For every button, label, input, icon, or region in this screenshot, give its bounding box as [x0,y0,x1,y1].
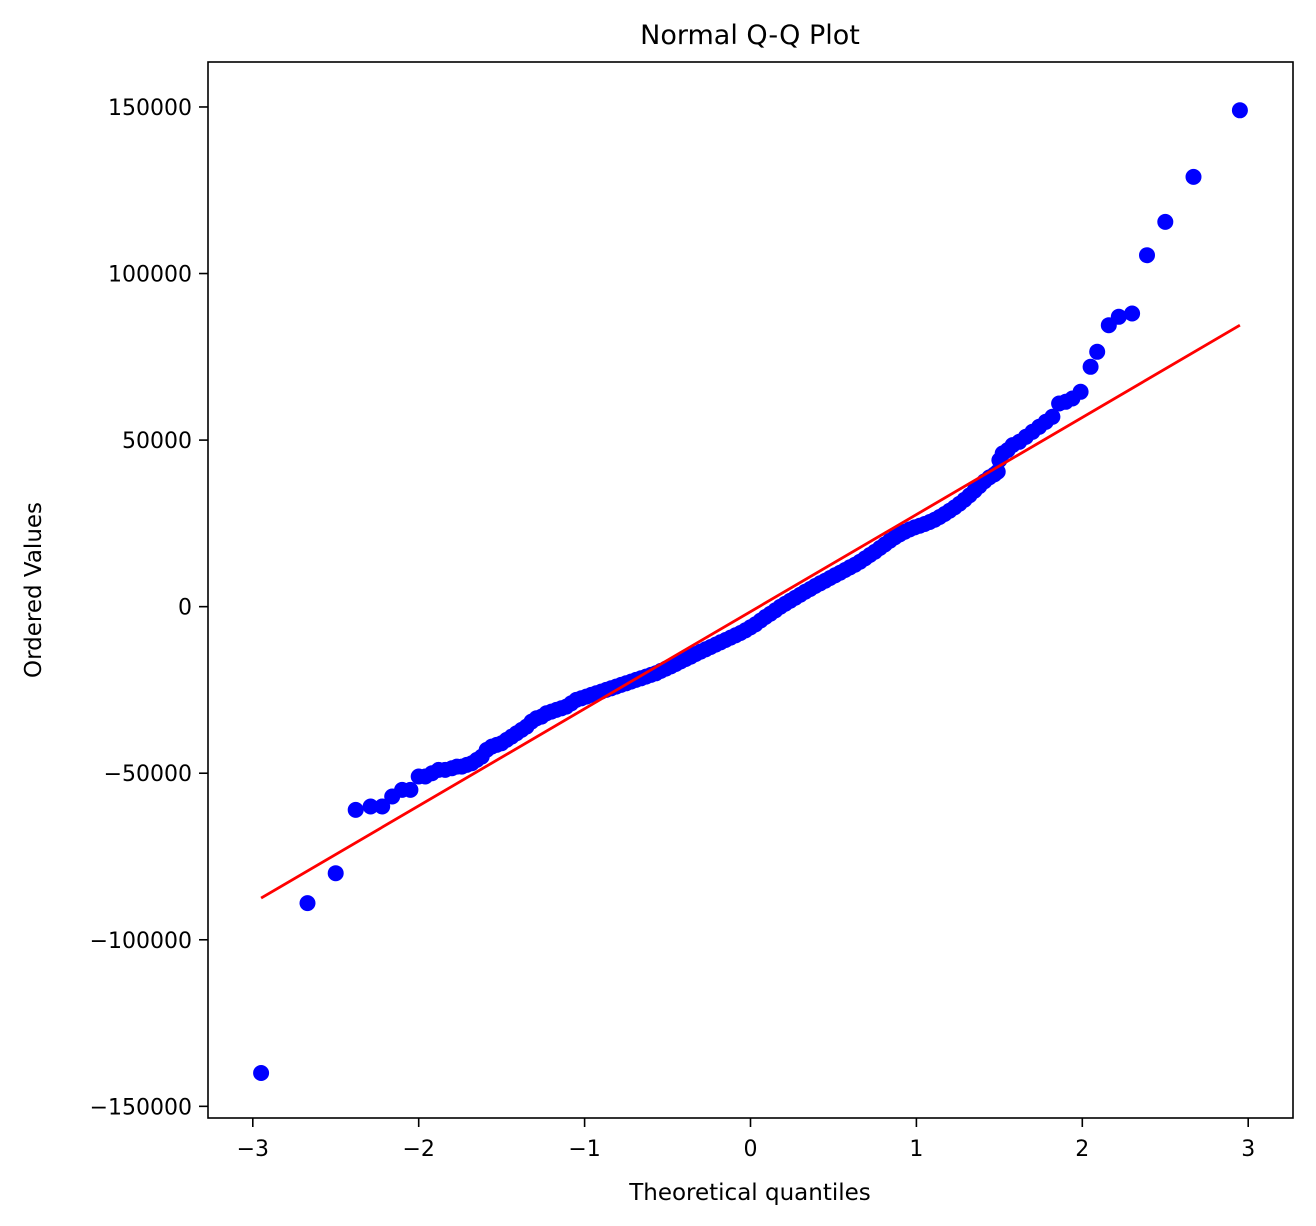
data-point [1089,343,1106,360]
x-tick-label: −3 [237,1137,269,1162]
y-tick-label: −100000 [90,929,192,954]
data-point [1082,358,1099,375]
data-point [1124,305,1141,322]
data-point [362,798,379,815]
y-tick-label: −150000 [90,1095,192,1120]
data-point [1110,308,1127,325]
x-axis-label: Theoretical quantiles [628,1180,871,1206]
plot-area [253,102,1248,1081]
data-point [1044,408,1061,425]
y-tick-label: −50000 [104,762,192,787]
data-point [327,865,344,882]
x-tick-label: −1 [568,1137,600,1162]
data-point [299,895,316,912]
x-tick-label: 0 [744,1137,758,1162]
y-axis-label: Ordered Values [21,502,47,678]
data-point [253,1065,270,1081]
x-tick-label: −2 [402,1137,434,1162]
plot-frame [207,61,1294,1119]
x-axis-ticks: −3 −2 −1 0 1 2 3 [237,1118,1255,1162]
data-point [1157,213,1174,230]
data-point [1139,247,1155,264]
x-tick-label: 1 [909,1137,923,1162]
data-point [347,801,364,818]
data-point [402,781,419,798]
x-tick-label: 3 [1241,1137,1255,1162]
data-point [1072,383,1089,400]
data-point [1231,102,1248,119]
fit-line [260,323,1241,900]
data-point [374,798,391,815]
x-tick-label: 2 [1075,1137,1089,1162]
chart-title: Normal Q-Q Plot [640,20,860,51]
y-axis-ticks: −150000 −100000 −50000 0 50000 100000 150000 [90,96,208,1120]
y-tick-label: 0 [178,596,192,621]
data-point [1185,168,1202,185]
y-tick-label: 100000 [108,263,192,288]
y-tick-label: 50000 [122,429,192,454]
y-tick-label: 150000 [108,96,192,121]
